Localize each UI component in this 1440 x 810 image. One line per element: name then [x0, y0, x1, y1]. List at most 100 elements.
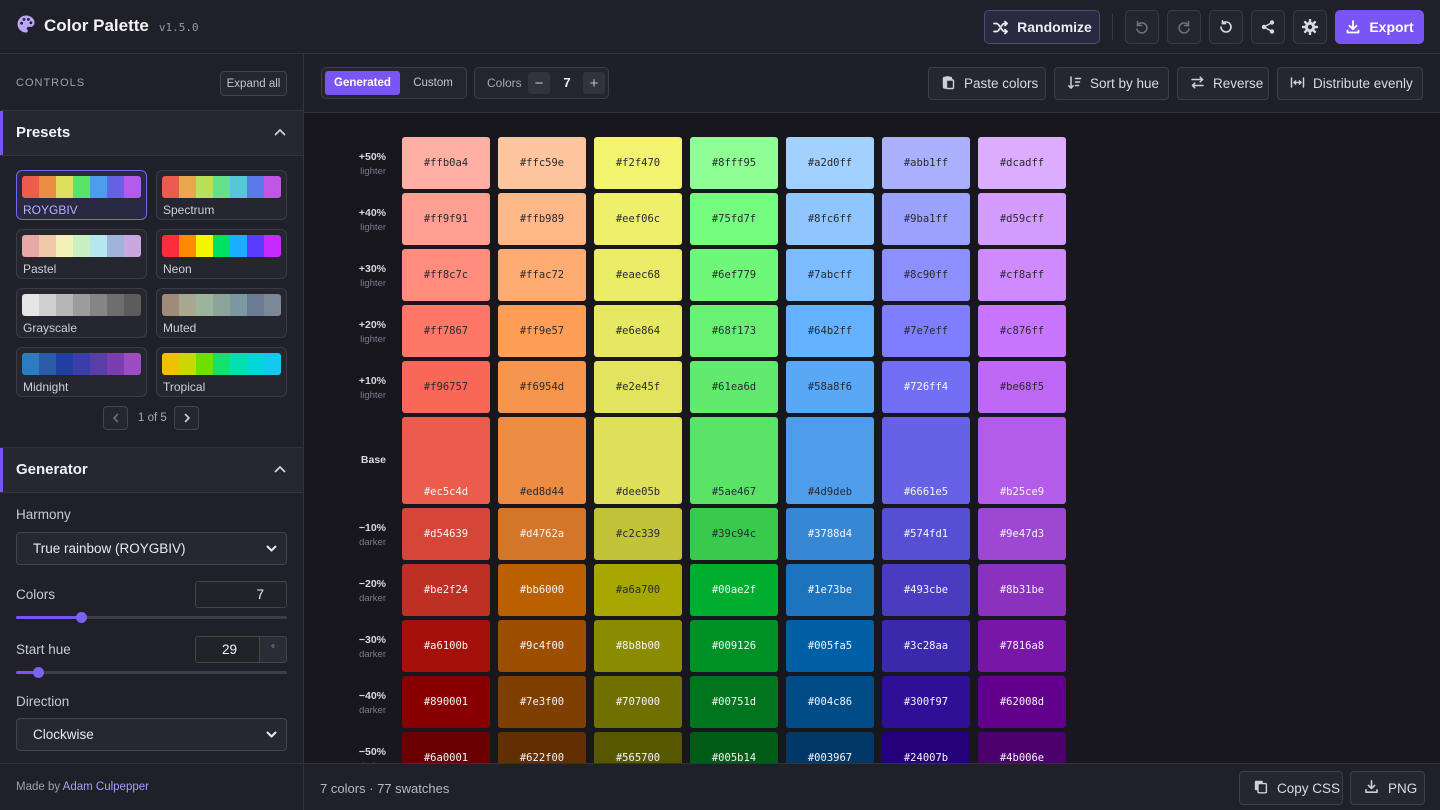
color-swatch[interactable]: #493cbe [882, 564, 970, 616]
undo-button[interactable] [1125, 10, 1159, 44]
colors-count-input[interactable]: 7 [195, 581, 287, 608]
color-swatch[interactable]: #ff7867 [402, 305, 490, 357]
color-swatch[interactable]: #f6954d [498, 361, 586, 413]
preset-card[interactable]: Spectrum [156, 170, 287, 220]
color-swatch[interactable]: #f2f470 [594, 137, 682, 189]
color-swatch[interactable]: #e6e864 [594, 305, 682, 357]
color-swatch[interactable]: #6a0001 [402, 732, 490, 763]
color-swatch[interactable]: #00751d [690, 676, 778, 728]
author-link[interactable]: Adam Culpepper [62, 781, 149, 793]
color-swatch[interactable]: #ec5c4d [402, 417, 490, 504]
color-swatch[interactable]: #dcadff [978, 137, 1066, 189]
color-swatch[interactable]: #a6100b [402, 620, 490, 672]
share-button[interactable] [1251, 10, 1285, 44]
color-swatch[interactable]: #61ea6d [690, 361, 778, 413]
redo-button[interactable] [1167, 10, 1201, 44]
color-swatch[interactable]: #005b14 [690, 732, 778, 763]
tab-custom[interactable]: Custom [413, 77, 453, 89]
color-swatch[interactable]: #64b2ff [786, 305, 874, 357]
tab-generated[interactable]: Generated [325, 71, 400, 95]
color-swatch[interactable]: #890001 [402, 676, 490, 728]
preset-card[interactable]: Tropical [156, 347, 287, 397]
color-swatch[interactable]: #68f173 [690, 305, 778, 357]
color-swatch[interactable]: #565700 [594, 732, 682, 763]
start-hue-slider[interactable] [16, 667, 287, 678]
color-swatch[interactable]: #be2f24 [402, 564, 490, 616]
color-swatch[interactable]: #b25ce9 [978, 417, 1066, 504]
color-swatch[interactable]: #7e7eff [882, 305, 970, 357]
color-swatch[interactable]: #bb6000 [498, 564, 586, 616]
color-swatch[interactable]: #d54639 [402, 508, 490, 560]
colors-slider[interactable] [16, 612, 287, 623]
color-swatch[interactable]: #6661e5 [882, 417, 970, 504]
preset-card[interactable]: Midnight [16, 347, 147, 397]
settings-button[interactable] [1293, 10, 1327, 44]
color-swatch[interactable]: #ffac72 [498, 249, 586, 301]
distribute-evenly-button[interactable]: Distribute evenly [1277, 67, 1423, 100]
color-swatch[interactable]: #8fff95 [690, 137, 778, 189]
color-swatch[interactable]: #4b006e [978, 732, 1066, 763]
color-swatch[interactable]: #ff9e57 [498, 305, 586, 357]
color-swatch[interactable]: #707000 [594, 676, 682, 728]
direction-select[interactable]: Clockwise [16, 718, 287, 751]
color-swatch[interactable]: #9ba1ff [882, 193, 970, 245]
color-swatch[interactable]: #e2e45f [594, 361, 682, 413]
colors-slider-thumb[interactable] [76, 612, 88, 623]
presets-next-button[interactable] [174, 406, 199, 430]
color-swatch[interactable]: #4d9deb [786, 417, 874, 504]
expand-all-button[interactable]: Expand all [220, 71, 287, 96]
color-swatch[interactable]: #3788d4 [786, 508, 874, 560]
color-swatch[interactable]: #7e3f00 [498, 676, 586, 728]
start-hue-input[interactable]: 29 [195, 636, 260, 663]
color-swatch[interactable]: #39c94c [690, 508, 778, 560]
color-swatch[interactable]: #24007b [882, 732, 970, 763]
paste-colors-button[interactable]: Paste colors [928, 67, 1046, 100]
color-swatch[interactable]: #ff9f91 [402, 193, 490, 245]
color-swatch[interactable]: #003967 [786, 732, 874, 763]
preset-card[interactable]: Neon [156, 229, 287, 279]
color-swatch[interactable]: #004c86 [786, 676, 874, 728]
generator-section-header[interactable]: Generator [0, 447, 303, 493]
color-swatch[interactable]: #f96757 [402, 361, 490, 413]
color-swatch[interactable]: #8fc6ff [786, 193, 874, 245]
color-swatch[interactable]: #6ef779 [690, 249, 778, 301]
color-swatch[interactable]: #622f00 [498, 732, 586, 763]
color-swatch[interactable]: #00ae2f [690, 564, 778, 616]
color-swatch[interactable]: #ed8d44 [498, 417, 586, 504]
color-swatch[interactable]: #5ae467 [690, 417, 778, 504]
color-swatch[interactable]: #009126 [690, 620, 778, 672]
color-swatch[interactable]: #d59cff [978, 193, 1066, 245]
color-swatch[interactable]: #58a8f6 [786, 361, 874, 413]
color-swatch[interactable]: #75fd7f [690, 193, 778, 245]
color-swatch[interactable]: #726ff4 [882, 361, 970, 413]
randomize-button[interactable]: Randomize [984, 10, 1100, 44]
color-swatch[interactable]: #abb1ff [882, 137, 970, 189]
sort-by-hue-button[interactable]: Sort by hue [1054, 67, 1169, 100]
color-swatch[interactable]: #8c90ff [882, 249, 970, 301]
presets-prev-button[interactable] [103, 406, 128, 430]
color-swatch[interactable]: #eef06c [594, 193, 682, 245]
preset-card[interactable]: Muted [156, 288, 287, 338]
preset-card[interactable]: Pastel [16, 229, 147, 279]
decrement-colors-button[interactable]: − [528, 72, 550, 94]
color-swatch[interactable]: #a2d0ff [786, 137, 874, 189]
color-swatch[interactable]: #3c28aa [882, 620, 970, 672]
color-swatch[interactable]: #9e47d3 [978, 508, 1066, 560]
color-swatch[interactable]: #7abcff [786, 249, 874, 301]
color-swatch[interactable]: #be68f5 [978, 361, 1066, 413]
color-swatch[interactable]: #7816a8 [978, 620, 1066, 672]
reset-button[interactable] [1209, 10, 1243, 44]
increment-colors-button[interactable]: + [583, 72, 605, 94]
color-swatch[interactable]: #9c4f00 [498, 620, 586, 672]
color-swatch[interactable]: #a6a700 [594, 564, 682, 616]
color-swatch[interactable]: #574fd1 [882, 508, 970, 560]
preset-card[interactable]: ROYGBIV [16, 170, 147, 220]
color-swatch[interactable]: #ffc59e [498, 137, 586, 189]
color-swatch[interactable]: #cf8aff [978, 249, 1066, 301]
color-swatch[interactable]: #005fa5 [786, 620, 874, 672]
color-swatch[interactable]: #1e73be [786, 564, 874, 616]
color-swatch[interactable]: #8b31be [978, 564, 1066, 616]
presets-section-header[interactable]: Presets [0, 110, 303, 156]
color-swatch[interactable]: #8b8b00 [594, 620, 682, 672]
harmony-select[interactable]: True rainbow (ROYGBIV) [16, 532, 287, 565]
